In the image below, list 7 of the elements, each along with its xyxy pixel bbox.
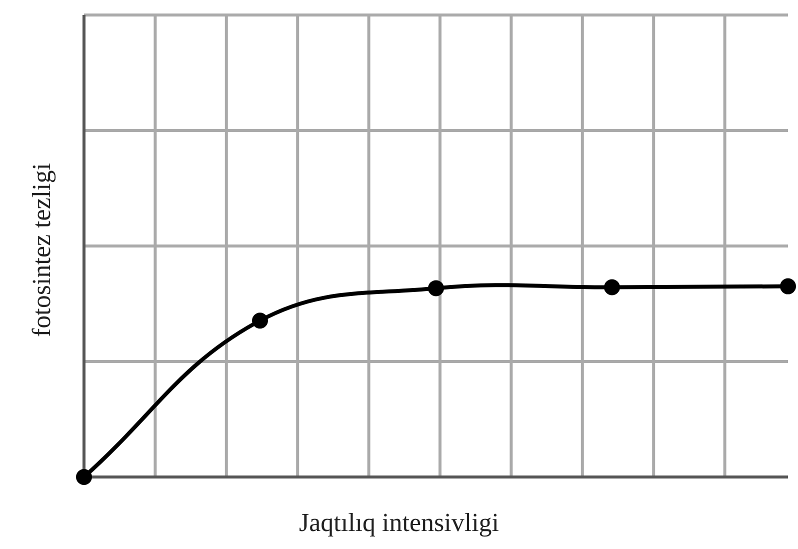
point	[604, 279, 620, 296]
point	[76, 469, 92, 485]
point	[428, 280, 444, 296]
point	[780, 278, 796, 294]
x-axis-title: Jaqtılıq intensivligi	[298, 508, 500, 538]
y-axis-title: fotosintez tezligi	[27, 162, 57, 338]
point	[252, 312, 268, 329]
